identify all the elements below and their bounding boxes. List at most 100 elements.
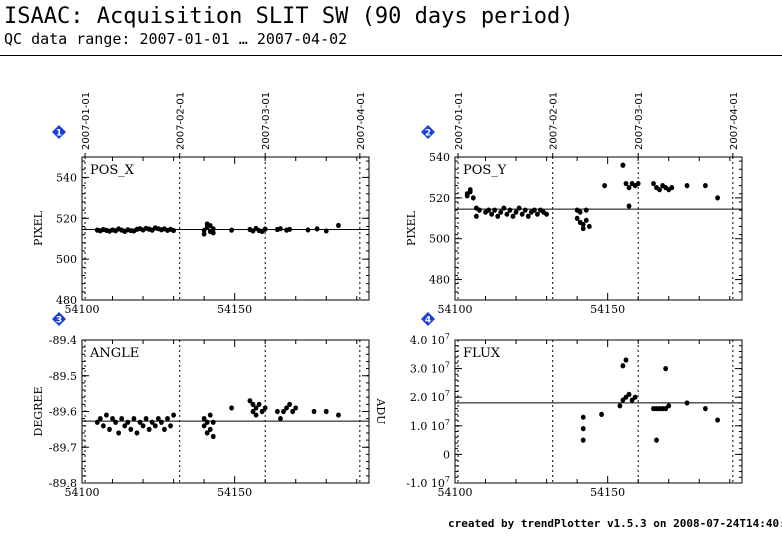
flux-data-point — [654, 437, 659, 443]
pos-y-data-point — [470, 195, 476, 201]
flux-data-point — [620, 363, 626, 369]
pos-x-data-point — [210, 230, 216, 236]
angle-data-point — [210, 433, 216, 440]
angle-data-point — [201, 416, 207, 422]
flux-data-point — [632, 394, 638, 400]
y-tick-label: 480 — [56, 294, 77, 307]
panel-badge-icon — [421, 125, 435, 139]
angle-data-point — [253, 405, 259, 411]
pos-x-data-point — [201, 227, 207, 233]
flux-frame — [454, 339, 743, 484]
angle-data-point — [104, 412, 109, 418]
pos-y-data-point — [620, 162, 626, 168]
date-tick-label: 2007-01-01 — [81, 92, 92, 150]
angle-data-point — [94, 419, 100, 425]
angle-data-point — [207, 426, 213, 432]
pos-y-frame — [454, 156, 743, 301]
angle-data-point — [165, 416, 170, 422]
pos-y-panel-title: POS_Y — [463, 163, 507, 178]
angle-data-point — [201, 423, 207, 429]
y-tick-label: -89.4 — [49, 334, 77, 347]
date-tick-label: 2007-04-01 — [356, 92, 367, 150]
angle-data-point — [278, 416, 283, 422]
angle-data-point — [100, 423, 106, 429]
x-tick-label: 54100 — [65, 303, 100, 316]
angle-data-point — [293, 405, 299, 411]
pos-y-data-point — [583, 207, 589, 213]
pos-y-data-point — [519, 211, 525, 217]
pos-y-data-point — [602, 183, 608, 189]
angle-data-point — [336, 412, 341, 418]
pos-y-data-point — [669, 185, 675, 191]
pos-y-data-point — [626, 203, 632, 209]
angle-data-point — [162, 426, 167, 432]
panel-angle: 54100 54150 -89.8 -89.7 -89.6 -89.5 -89.4 ANGLE… — [32, 312, 370, 499]
x-tick-label: 54150 — [217, 303, 252, 316]
pos-y-data-point — [516, 205, 522, 211]
pos-y-data-point — [577, 209, 583, 215]
angle-data-point — [284, 405, 289, 411]
date-tick-label: 2007-04-01 — [729, 92, 740, 150]
y-tick-label: 4.0 107 — [410, 332, 450, 347]
pos-y-data-point — [477, 207, 482, 213]
flux-data-point — [617, 403, 623, 409]
panel-pos-x: 2007-01-01 2007-02-01 2007-03-01 2007-04-01… — [32, 92, 370, 316]
panel-badge-icon — [52, 312, 66, 326]
y-tick-label: -89.7 — [49, 441, 77, 454]
angle-data-point — [247, 398, 253, 404]
angle-data-point — [134, 430, 140, 436]
panel-badge-icon — [52, 125, 66, 139]
pos-y-data-point — [651, 180, 656, 187]
pos-x-data-point — [323, 228, 329, 234]
angle-data-point — [140, 423, 146, 429]
angle-data-point — [262, 405, 268, 411]
y-tick-label: 500 — [56, 253, 77, 266]
pos-y-data-point — [510, 213, 516, 219]
pos-x-data-point — [262, 226, 268, 232]
y-tick-label: 500 — [429, 233, 450, 246]
pos-y-data-point — [626, 185, 632, 191]
panel-badge-number: 1 — [56, 129, 62, 139]
pos-y-data-point — [702, 183, 708, 189]
angle-data-point — [107, 426, 112, 432]
pos-y-data-point — [525, 213, 531, 219]
angle-data-point — [204, 430, 210, 436]
panel-badge-number: 3 — [56, 316, 62, 326]
angle-data-point — [207, 412, 213, 418]
flux-data-point — [599, 411, 604, 417]
pos-y-data-point — [498, 209, 504, 215]
angle-data-point — [259, 408, 265, 415]
pos-x-data-point — [278, 226, 283, 232]
angle-data-point — [97, 416, 103, 422]
pos-y-data-point — [583, 217, 589, 223]
angle-data-point — [125, 419, 131, 425]
x-tick-label: 54100 — [438, 303, 473, 316]
angle-data-point — [110, 416, 115, 422]
page-title: ISAAC: Acquisition SLIT SW (90 days peri… — [4, 4, 574, 29]
pos-x-data-point — [171, 227, 176, 234]
angle-data-point — [128, 426, 134, 432]
pos-y-data-point — [657, 187, 662, 193]
angle-data-point — [323, 408, 329, 415]
pos-x-y-axis-label: PIXEL — [32, 210, 45, 246]
angle-data-point — [143, 416, 149, 422]
angle-y-axis-label: DEGREE — [32, 387, 45, 437]
flux-data-point — [715, 417, 720, 423]
panel-flux: 54100 54150 -1.0 107 0 1.0 107 2.0 107 3.0 107… — [374, 312, 743, 499]
angle-data-point — [275, 408, 280, 415]
angle-data-point — [256, 401, 262, 407]
y-tick-label: 520 — [56, 212, 77, 225]
date-tick-label: 2007-01-01 — [454, 92, 465, 150]
y-tick-label: 480 — [429, 274, 450, 287]
pos-x-data-point — [314, 226, 320, 232]
pos-y-y-axis-label: PIXEL — [405, 210, 418, 246]
pos-y-data-point — [507, 207, 513, 213]
pos-x-data-point — [229, 227, 235, 233]
x-tick-label: 54150 — [590, 303, 625, 316]
pos-x-data-point — [207, 223, 213, 229]
angle-data-point — [171, 412, 176, 418]
pos-y-data-point — [586, 223, 592, 230]
angle-data-point — [152, 423, 158, 429]
pos-x-data-point — [210, 226, 216, 232]
